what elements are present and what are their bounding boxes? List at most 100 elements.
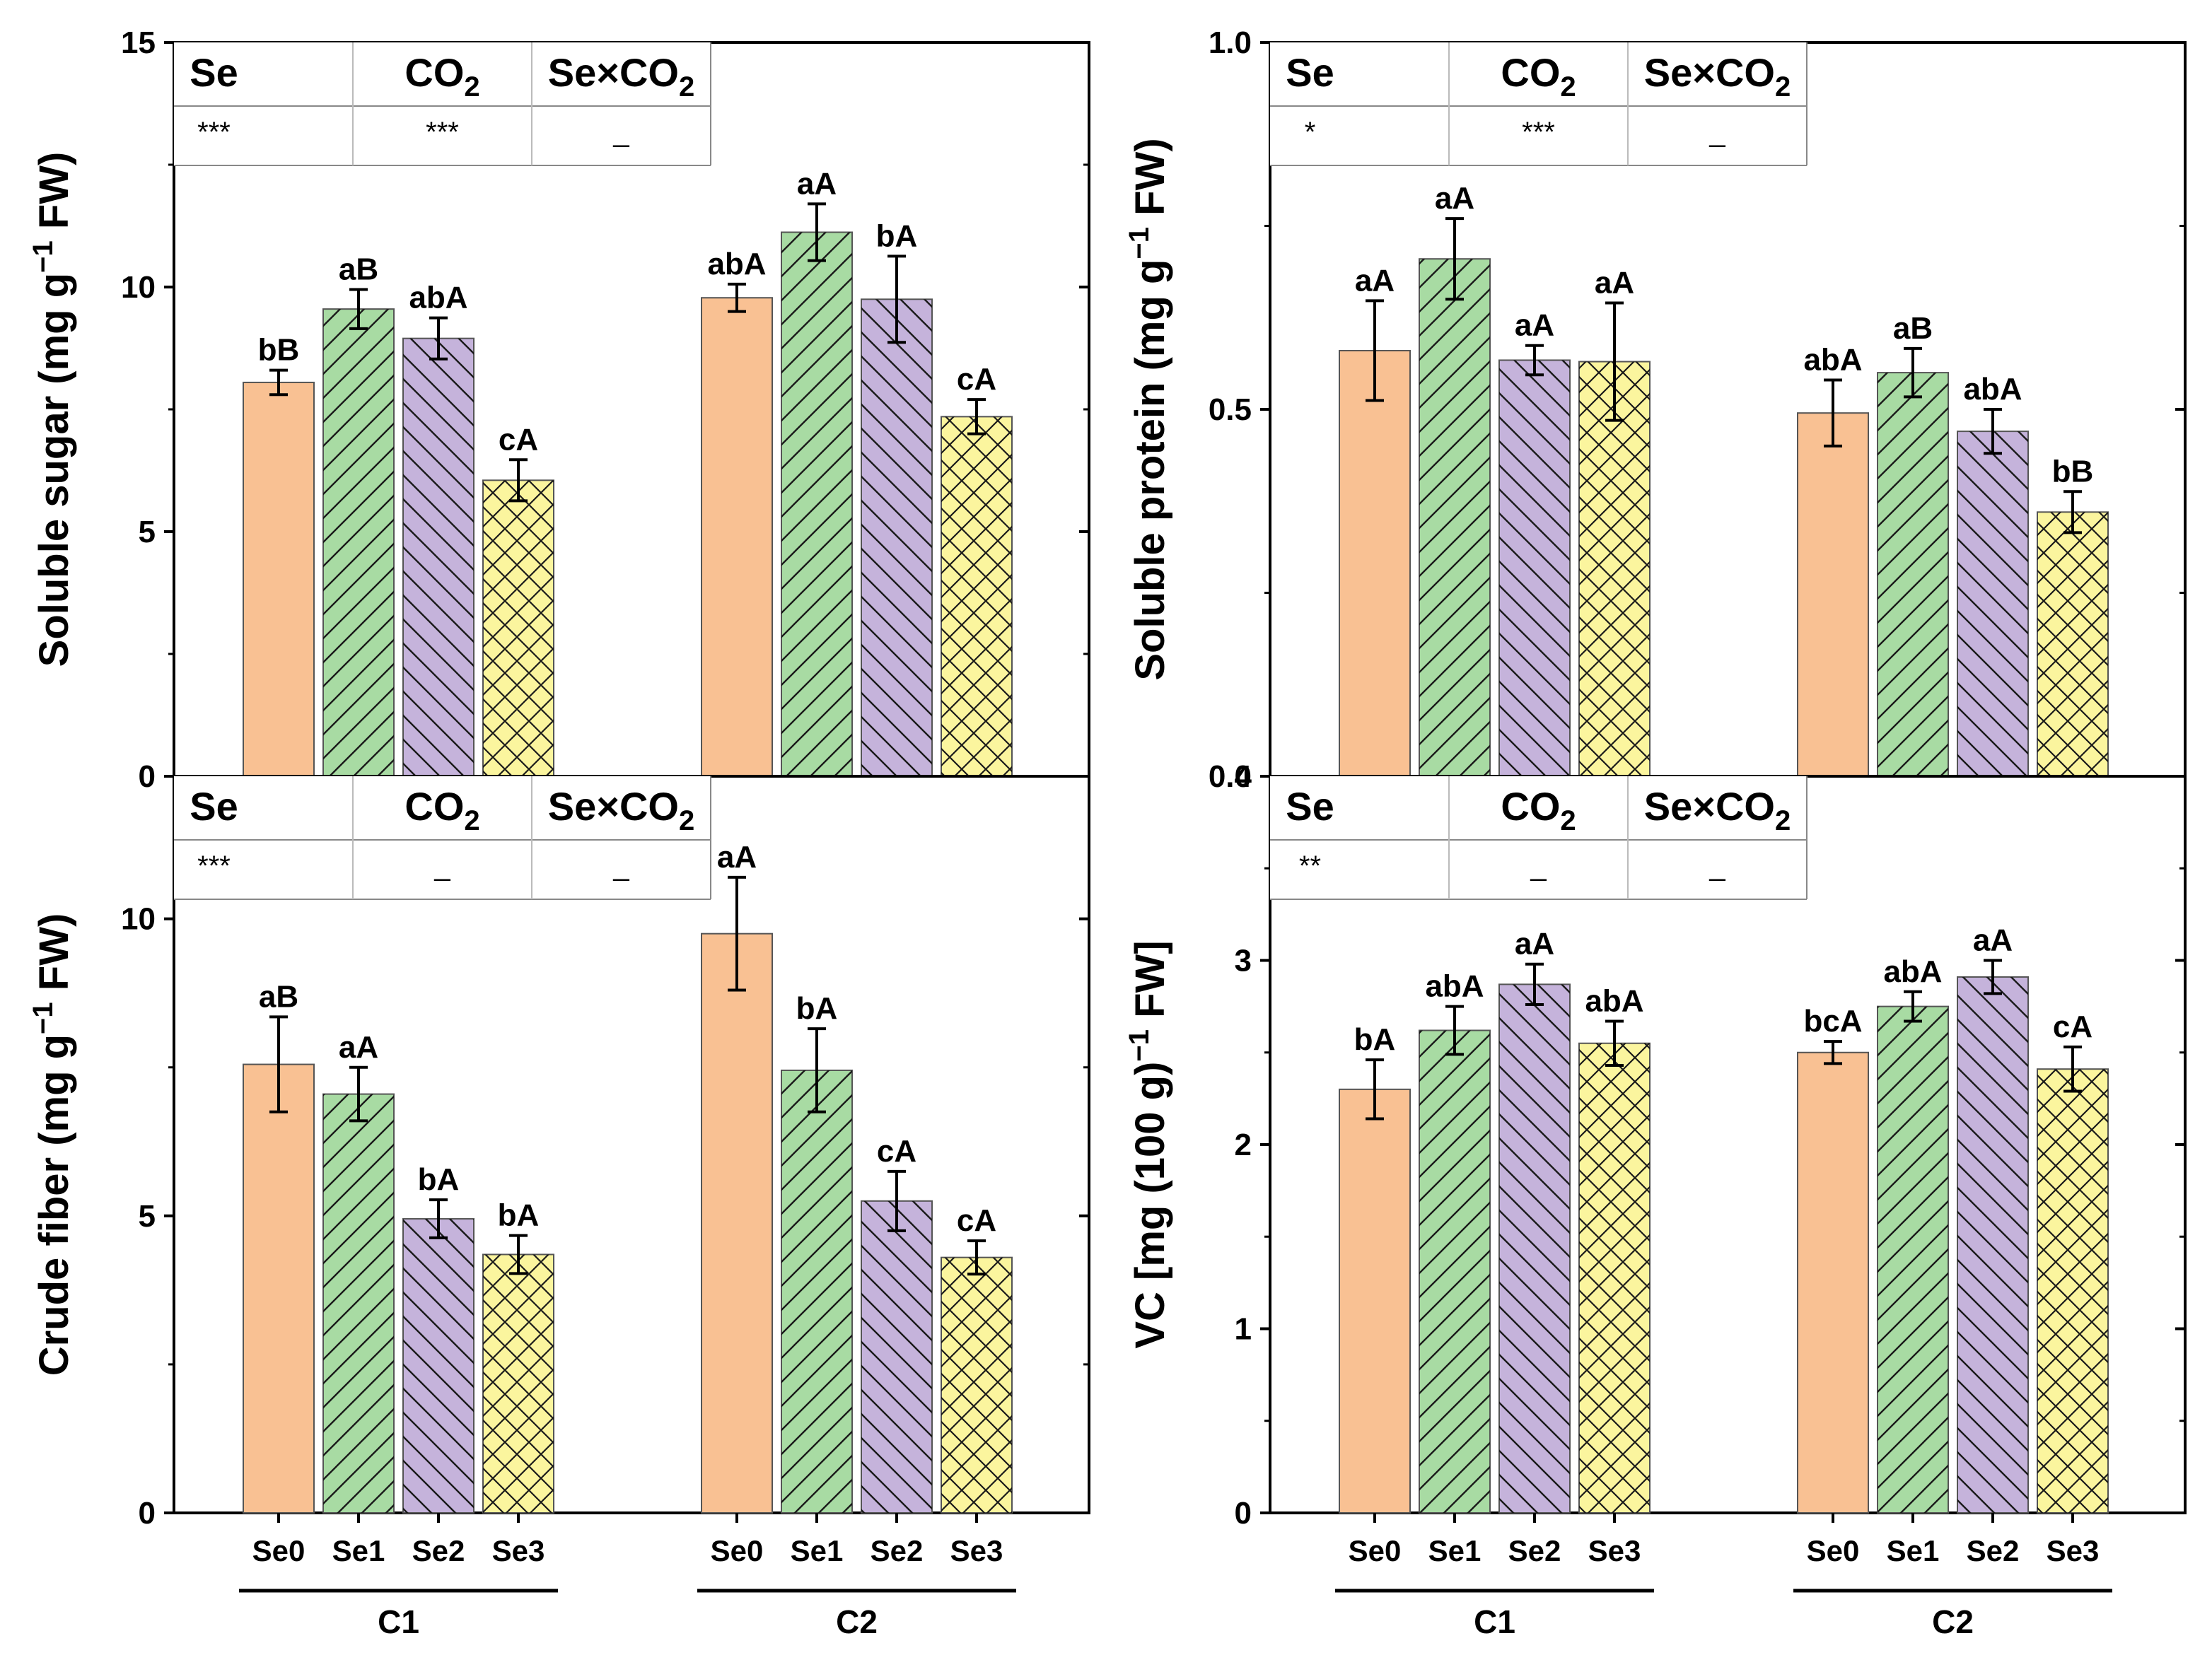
- y-tick-label: 0: [139, 759, 156, 794]
- y-tick-label: 4: [1235, 759, 1252, 794]
- stats-header: Se×CO2: [548, 784, 694, 836]
- significance-label: aB: [339, 252, 378, 286]
- stats-header-sub: 2: [679, 71, 694, 103]
- stats-header-sub: 2: [1775, 71, 1791, 103]
- y-tick-label: 0.0: [1209, 759, 1252, 794]
- x-tick-label: Se1: [791, 1534, 844, 1567]
- y-tick-label: 1: [1235, 1312, 1252, 1347]
- y-tick-label: 10: [121, 902, 156, 937]
- stats-header: CO2: [1501, 784, 1576, 836]
- stats-table-bg: [174, 776, 711, 899]
- x-tick-label: Se3: [2047, 1534, 2100, 1567]
- panel-bottom-left: 0 5 10 Crude fiber (mg g−1 FW) aB aA bA bA aA bA c…: [28, 775, 1090, 1640]
- stats-value: _: [1709, 117, 1725, 148]
- y-axis-label: Soluble protein (mg g−1 FW): [1124, 138, 1173, 680]
- group-label: C2: [1932, 1603, 1974, 1640]
- x-tick-label: Se2: [1508, 1534, 1561, 1567]
- stats-value: _: [433, 850, 450, 882]
- bar-hatch-C2-Se3: [2037, 1069, 2108, 1513]
- stats-header: Se: [190, 50, 238, 95]
- stats-value: _: [612, 850, 629, 882]
- bar-hatch-C1-Se2: [403, 1219, 474, 1513]
- stats-header: CO2: [404, 50, 479, 103]
- bar-hatch-C1-Se2: [403, 338, 474, 776]
- stats-table-bg: [174, 42, 711, 165]
- bar-C1-Se0: [1339, 349, 1411, 777]
- stats-header-main: Se×CO: [548, 50, 679, 95]
- x-tick-label: Se0: [1349, 1534, 1402, 1567]
- significance-label: cA: [499, 422, 538, 457]
- group-label: C1: [378, 1603, 419, 1640]
- stats-header: Se: [190, 784, 238, 829]
- bar-hatch-C1-Se3: [483, 1254, 554, 1513]
- bar-hatch-C1-Se2: [1499, 984, 1570, 1513]
- bar-hatch-C1-Se1: [1419, 1030, 1490, 1513]
- stats-table: Se**CO2_Se×CO2_: [1270, 776, 1808, 900]
- y-axis-label-main: Soluble protein (mg g: [1127, 259, 1173, 681]
- significance-label: abA: [1585, 983, 1643, 1018]
- y-axis-label-end: FW): [1127, 138, 1173, 227]
- stats-table-bg: [1270, 776, 1807, 899]
- bar-C2-Se0: [701, 297, 773, 777]
- significance-label: cA: [957, 1203, 996, 1238]
- bar-hatch-C2-Se3: [941, 416, 1012, 776]
- y-tick-label: 0.5: [1209, 392, 1252, 427]
- significance-label: bB: [2052, 454, 2094, 489]
- panel-bottom-right: 0 1 2 3 4 VC [mg (100 g)−1 FW] bA abA aA abA bcA ab…: [1124, 759, 2187, 1640]
- stats-header-main: CO: [1501, 784, 1560, 829]
- stats-header-sub: 2: [464, 71, 479, 103]
- y-axis-label-main: Soluble sugar (mg g: [31, 273, 77, 667]
- x-tick-label: Se0: [711, 1534, 764, 1567]
- significance-label: cA: [877, 1134, 916, 1169]
- significance-label: aB: [1893, 311, 1933, 346]
- bar-hatch-C1-Se1: [323, 309, 394, 776]
- stats-header: CO2: [1501, 50, 1576, 103]
- significance-label: abA: [1963, 372, 2022, 407]
- significance-label: abA: [707, 247, 766, 281]
- significance-label: aA: [1355, 263, 1395, 298]
- significance-label: cA: [2053, 1010, 2092, 1044]
- bar-hatch-C2-Se1: [781, 232, 852, 777]
- bar-C2-Se0: [1797, 412, 1869, 777]
- bar-hatch-C1-Se2: [1499, 360, 1570, 777]
- bar-hatch-C1-Se1: [323, 1094, 394, 1513]
- stats-header-main: CO: [404, 784, 464, 829]
- stats-value: ***: [1522, 117, 1555, 148]
- stats-header: Se×CO2: [1644, 50, 1791, 103]
- stats-table: Se*CO2***Se×CO2_: [1270, 42, 1808, 166]
- stats-header-main: Se: [190, 784, 238, 829]
- bar-C1-Se0: [1339, 1088, 1411, 1514]
- x-tick-label: Se0: [1807, 1534, 1860, 1567]
- y-axis-label-sup: −1: [28, 1002, 59, 1034]
- significance-label: abA: [1883, 954, 1942, 989]
- y-tick-label: 3: [1235, 944, 1252, 978]
- stats-header-sub: 2: [1560, 71, 1576, 103]
- significance-label: abA: [1425, 969, 1484, 1004]
- stats-value: _: [1709, 850, 1725, 882]
- stats-header: Se: [1286, 784, 1334, 829]
- group-label: C2: [836, 1603, 878, 1640]
- stats-header-sub: 2: [464, 805, 479, 836]
- significance-label: bA: [498, 1198, 540, 1233]
- bar-hatch-C1-Se1: [1419, 259, 1490, 777]
- x-tick-label: Se1: [332, 1534, 385, 1567]
- y-axis-label: Crude fiber (mg g−1 FW): [28, 913, 77, 1376]
- stats-header-main: Se×CO: [1644, 50, 1775, 95]
- stats-header-sub: 2: [679, 805, 694, 836]
- bar-hatch-C2-Se2: [861, 1200, 932, 1513]
- stats-header-main: Se×CO: [1644, 784, 1775, 829]
- stats-header-main: Se: [1286, 50, 1334, 95]
- significance-label: bA: [796, 991, 838, 1026]
- bar-hatch-C2-Se3: [941, 1257, 1012, 1513]
- y-tick-label: 10: [121, 270, 156, 305]
- significance-label: bB: [258, 333, 300, 368]
- stats-table: Se***CO2_Se×CO2_: [174, 776, 711, 900]
- y-axis-label-end: FW]: [1127, 940, 1173, 1029]
- bar-hatch-C2-Se2: [1957, 976, 2028, 1513]
- stats-value: *: [1305, 117, 1316, 148]
- stats-header: Se: [1286, 50, 1334, 95]
- bar-hatch-C1-Se3: [1579, 1043, 1650, 1513]
